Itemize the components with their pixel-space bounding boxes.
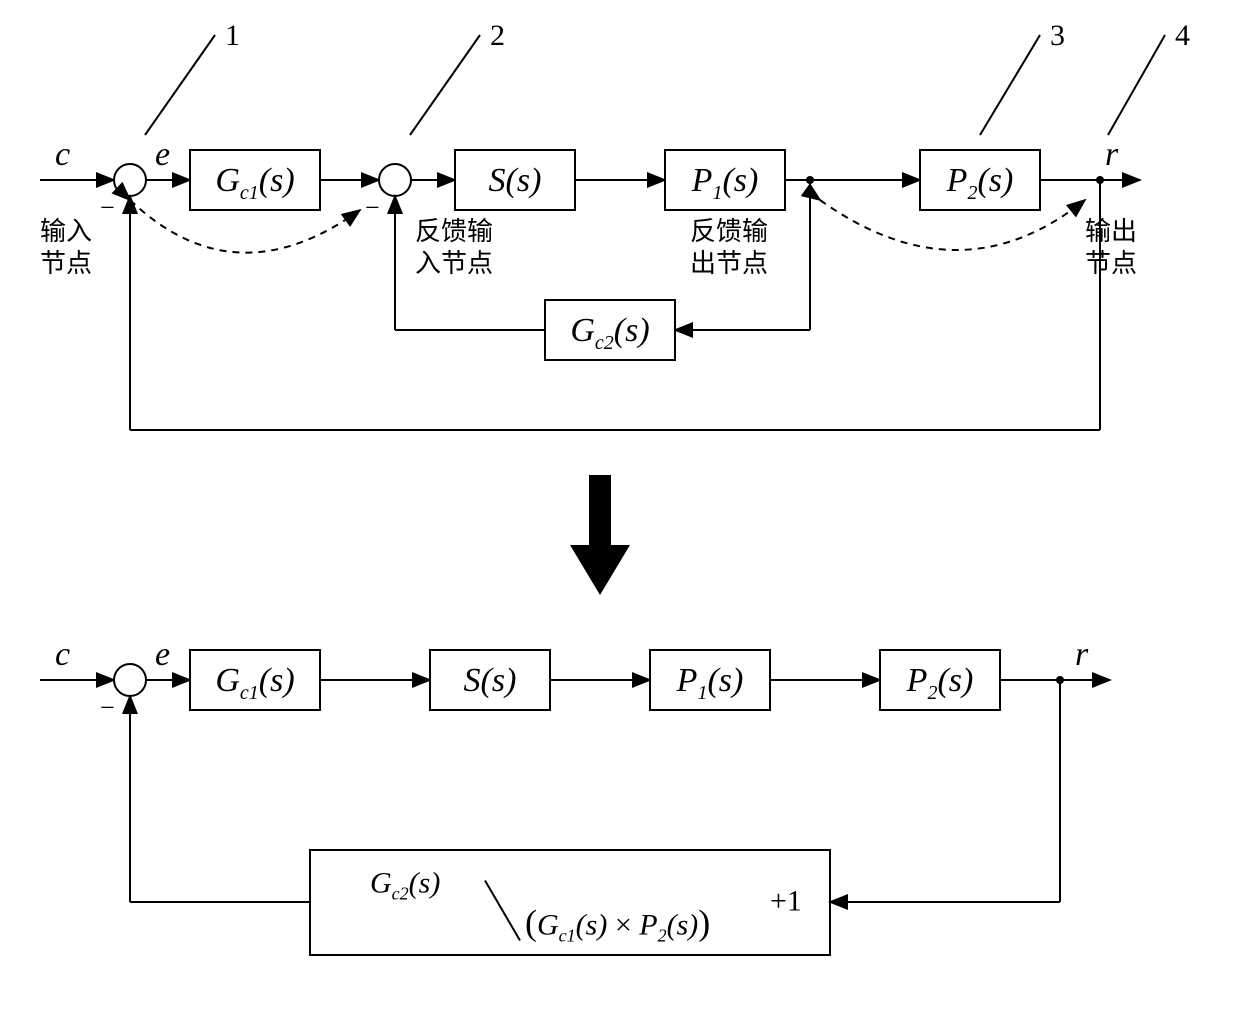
block-gc2: Gc2(s) (545, 300, 675, 360)
callout-3: 3 (1050, 19, 1065, 52)
svg-text:P2(s): P2(s) (906, 662, 974, 704)
block-s: S(s) (455, 150, 575, 210)
signal-e: e (155, 136, 170, 173)
callout-2: 2 (490, 19, 505, 52)
svg-text:S(s): S(s) (489, 162, 542, 199)
cjk-label: 反馈输 (690, 217, 768, 246)
signal-r: r (1105, 136, 1119, 173)
svg-text:P1(s): P1(s) (676, 662, 744, 704)
cjk-label: 节点 (40, 249, 92, 278)
feedback-transfer-block: Gc2(s)(Gc1(s) × P2(s))+1 (310, 850, 830, 955)
block-p2-b: P2(s) (880, 650, 1000, 710)
block-s-b: S(s) (430, 650, 550, 710)
summer-2: − (365, 164, 411, 222)
svg-text:(Gc1(s) × P2(s)): (Gc1(s) × P2(s)) (525, 903, 710, 946)
signal-e-b: e (155, 636, 170, 673)
cjk-label: 输出 (1085, 217, 1137, 246)
svg-text:−: − (100, 193, 115, 222)
signal-c: c (55, 136, 70, 173)
callout-1: 1 (225, 19, 240, 52)
svg-text:−: − (365, 193, 380, 222)
transform-arrow (570, 475, 630, 595)
block-p1: P1(s) (665, 150, 785, 210)
cjk-label: 输入 (40, 217, 92, 246)
block-p2: P2(s) (920, 150, 1040, 210)
callout-4: 4 (1175, 19, 1190, 52)
svg-text:P1(s): P1(s) (691, 162, 759, 204)
tail-plus-one: +1 (770, 885, 802, 918)
cjk-label: 节点 (1085, 249, 1137, 278)
block-gc1-b: Gc1(s) (190, 650, 320, 710)
block-gc1: Gc1(s) (190, 150, 320, 210)
signal-c-b: c (55, 636, 70, 673)
svg-text:P2(s): P2(s) (946, 162, 1014, 204)
summer-1: − (100, 164, 146, 222)
cjk-label: 入节点 (415, 249, 493, 278)
signal-r-b: r (1075, 636, 1089, 673)
cjk-label: 反馈输 (415, 217, 493, 246)
summer-bottom: − (100, 664, 146, 722)
block-p1-b: P1(s) (650, 650, 770, 710)
control-block-diagram: − Gc1(s) − S(s) P1(s) P2(s) c e r 1 2 3 4 输入节点 反馈输入节点 反… (0, 0, 1240, 1024)
svg-text:S(s): S(s) (464, 662, 517, 699)
svg-text:−: − (100, 693, 115, 722)
cjk-label: 出节点 (690, 249, 768, 278)
